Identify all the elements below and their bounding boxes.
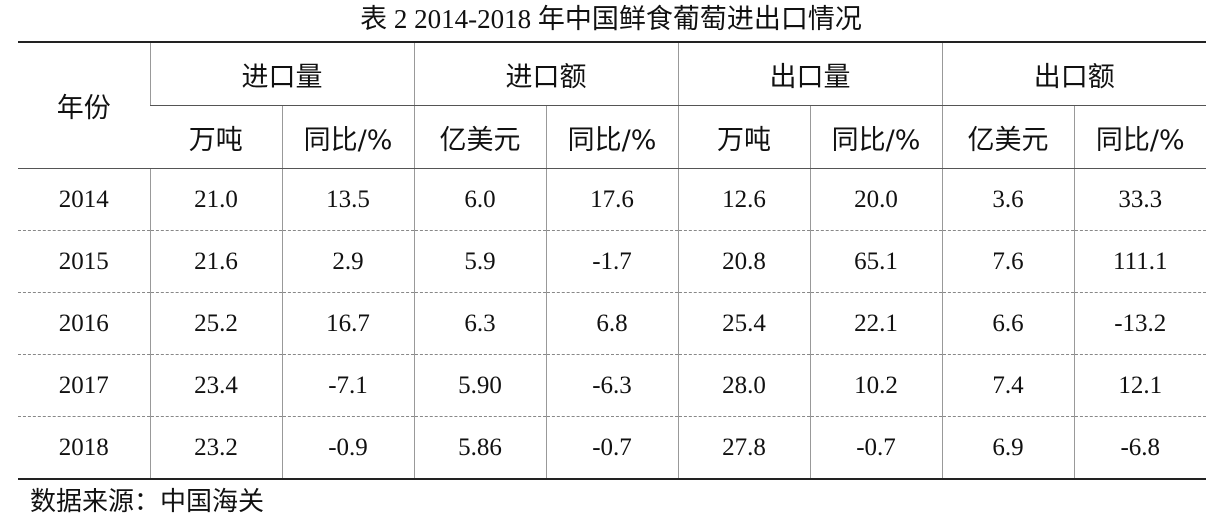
unit-header: 同比/% (809, 105, 942, 169)
value-cell: -1.7 (545, 230, 678, 293)
value-cell: 12.1 (1073, 354, 1206, 417)
value-cell: 5.90 (413, 354, 546, 417)
value-cell: -0.9 (281, 416, 414, 480)
value-cell: 10.2 (809, 354, 942, 417)
unit-header-row: 万吨 同比/% 亿美元 同比/% 万吨 同比/% 亿美元 同比/% (18, 105, 1206, 169)
value-cell: -6.8 (1073, 416, 1206, 480)
value-cell: 25.4 (677, 292, 810, 355)
unit-header: 万吨 (677, 105, 810, 169)
value-cell: 23.4 (149, 354, 282, 417)
value-cell: 13.5 (281, 168, 414, 231)
value-cell: -7.1 (281, 354, 414, 417)
value-cell: 6.0 (413, 168, 546, 231)
unit-header: 同比/% (545, 105, 678, 169)
unit-header: 同比/% (281, 105, 414, 169)
value-cell: 17.6 (545, 168, 678, 231)
value-cell: 23.2 (149, 416, 282, 480)
data-row: 2015 21.6 2.9 5.9 -1.7 20.8 65.1 7.6 111.1 (18, 230, 1206, 293)
value-cell: 22.1 (809, 292, 942, 355)
value-cell: 20.8 (677, 230, 810, 293)
group-header: 出口量 (677, 41, 942, 106)
value-cell: 6.9 (941, 416, 1074, 480)
data-row: 2014 21.0 13.5 6.0 17.6 12.6 20.0 3.6 33.3 (18, 168, 1206, 231)
value-cell: 3.6 (941, 168, 1074, 231)
value-cell: -6.3 (545, 354, 678, 417)
source-note: 数据来源：中国海关 (30, 487, 265, 517)
value-cell: 25.2 (149, 292, 282, 355)
unit-header: 亿美元 (413, 105, 546, 169)
data-row: 2018 23.2 -0.9 5.86 -0.7 27.8 -0.7 6.9 -6.8 (18, 416, 1206, 480)
value-cell: 6.6 (941, 292, 1074, 355)
value-cell: 20.0 (809, 168, 942, 231)
year-cell: 2018 (18, 416, 150, 480)
value-cell: 6.3 (413, 292, 546, 355)
group-header: 出口额 (941, 41, 1206, 106)
value-cell: 27.8 (677, 416, 810, 480)
value-cell: 21.6 (149, 230, 282, 293)
row-header: 年份 (18, 41, 150, 169)
value-cell: 7.6 (941, 230, 1074, 293)
value-cell: 28.0 (677, 354, 810, 417)
value-cell: 21.0 (149, 168, 282, 231)
data-row: 2016 25.2 16.7 6.3 6.8 25.4 22.1 6.6 -13.2 (18, 292, 1206, 355)
value-cell: 16.7 (281, 292, 414, 355)
year-cell: 2017 (18, 354, 150, 417)
value-cell: 33.3 (1073, 168, 1206, 231)
group-header: 进口量 (149, 41, 414, 106)
value-cell: -0.7 (809, 416, 942, 480)
unit-header: 万吨 (150, 105, 282, 169)
value-cell: 111.1 (1073, 230, 1206, 293)
year-cell: 2016 (18, 292, 150, 355)
unit-header: 亿美元 (941, 105, 1074, 169)
table-body: 年份 进口量 进口额 出口量 出口额 万吨 同比/% 亿美元 同比/% 万吨 同比/% 亿美元 同比… (18, 41, 1206, 480)
value-cell: 5.9 (413, 230, 546, 293)
value-cell: 65.1 (809, 230, 942, 293)
group-header: 进口额 (413, 41, 678, 106)
table-title: 表 2 2014-2018 年中国鲜食葡萄进出口情况 (360, 4, 862, 34)
data-row: 2017 23.4 -7.1 5.90 -6.3 28.0 10.2 7.4 12.1 (18, 354, 1206, 417)
value-cell: 5.86 (413, 416, 546, 480)
unit-header: 同比/% (1073, 105, 1206, 169)
group-header-row: 年份 进口量 进口额 出口量 出口额 (18, 41, 1206, 169)
year-cell: 2014 (18, 168, 150, 231)
year-cell: 2015 (18, 230, 150, 293)
value-cell: 7.4 (941, 354, 1074, 417)
value-cell: 2.9 (281, 230, 414, 293)
value-cell: 6.8 (545, 292, 678, 355)
value-cell: 12.6 (677, 168, 810, 231)
value-cell: -0.7 (545, 416, 678, 480)
value-cell: -13.2 (1073, 292, 1206, 355)
data-table: 年份 进口量 进口额 出口量 出口额 万吨 同比/% 亿美元 同比/% 万吨 同比/% 亿美元 同比… (18, 41, 1206, 480)
